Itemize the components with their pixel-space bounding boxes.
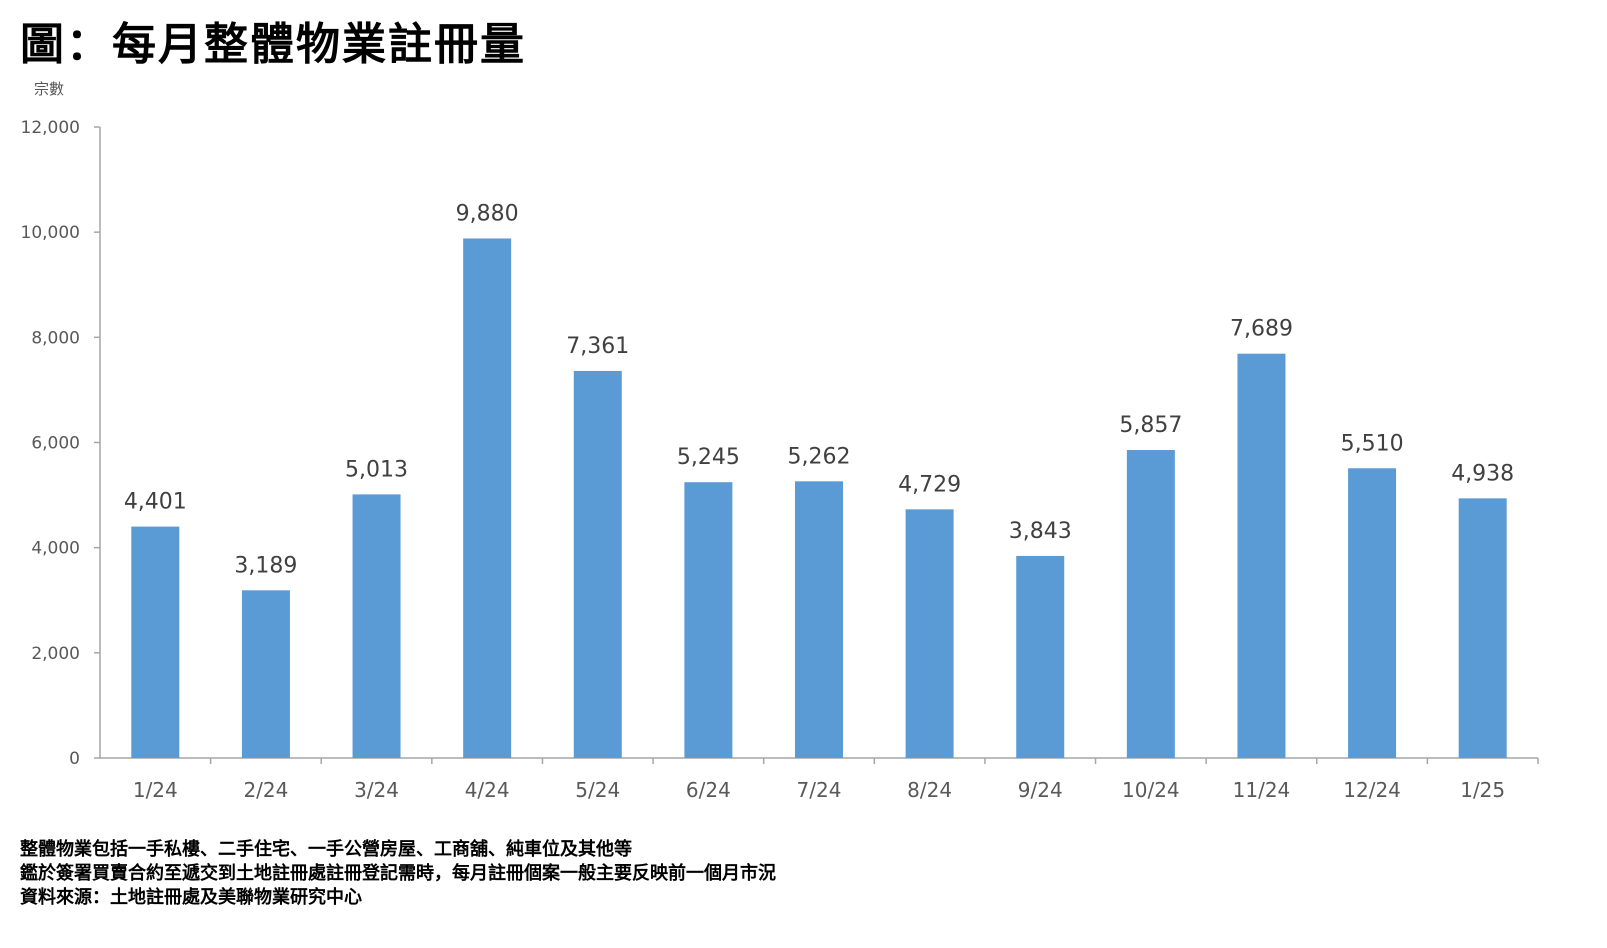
bar-value-label: 4,401	[124, 490, 187, 515]
bar	[905, 509, 954, 758]
x-tick-label: 7/24	[797, 778, 842, 802]
bar-value-label: 5,510	[1341, 431, 1404, 456]
bar-value-label: 3,843	[1009, 519, 1072, 544]
x-tick-label: 3/24	[354, 778, 399, 802]
bar	[1126, 450, 1175, 758]
bar-value-label: 4,729	[898, 472, 961, 497]
bar	[1458, 498, 1507, 758]
bar-value-label: 5,245	[677, 445, 740, 470]
y-tick-label: 2,000	[31, 644, 80, 664]
bar-value-label: 9,880	[456, 201, 519, 226]
bar-chart: 0 2,000 4,000 6,000 8,000 10,000 12,000 4,401 1/…	[21, 118, 1539, 802]
x-tick-label: 6/24	[686, 778, 731, 802]
bar	[1237, 353, 1286, 758]
bar	[463, 238, 512, 758]
bar	[573, 370, 622, 758]
y-tick-label: 12,000	[21, 118, 80, 138]
x-tick-label: 4/24	[465, 778, 510, 802]
x-tick-label: 9/24	[1018, 778, 1063, 802]
bar-value-label: 5,013	[345, 457, 408, 482]
bar-value-label: 5,857	[1119, 413, 1182, 438]
y-tick-label: 6,000	[31, 434, 80, 454]
y-tick-label: 0	[69, 749, 80, 769]
bar-value-label: 4,938	[1451, 461, 1514, 486]
y-tick-label: 8,000	[31, 328, 80, 348]
x-tick-label: 11/24	[1233, 778, 1291, 802]
x-tick-label: 1/24	[133, 778, 178, 802]
bar	[352, 494, 401, 758]
bar	[795, 481, 843, 758]
bar	[241, 590, 290, 758]
footnote-lag: 鑑於簽署買賣合約至遞交到土地註冊處註冊登記需時，每月註冊個案一般主要反映前一個月…	[20, 863, 776, 884]
x-tick-label: 2/24	[243, 778, 288, 802]
bar-value-label: 3,189	[234, 553, 297, 578]
bar-value-label: 7,361	[566, 334, 629, 359]
x-tick-label: 5/24	[575, 778, 620, 802]
footnote-scope: 整體物業包括一手私樓、二手住宅、一手公營房屋、工商舖、純車位及其他等	[20, 839, 632, 860]
y-tick-label: 4,000	[31, 539, 80, 559]
x-tick-label: 8/24	[907, 778, 952, 802]
y-tick-label: 10,000	[21, 223, 80, 243]
bar	[131, 526, 180, 758]
footnote-source: 資料來源：土地註冊處及美聯物業研究中心	[20, 887, 362, 908]
x-tick-label: 1/25	[1460, 778, 1505, 802]
x-tick-label: 10/24	[1122, 778, 1180, 802]
x-tick-label: 12/24	[1343, 778, 1401, 802]
y-axis-label: 宗數	[34, 80, 65, 98]
bar	[1348, 468, 1397, 758]
chart-title: 圖：每月整體物業註冊量	[20, 19, 526, 70]
bar-value-label: 7,689	[1230, 317, 1293, 342]
footnotes: 整體物業包括一手私樓、二手住宅、一手公營房屋、工商舖、純車位及其他等 鑑於簽署買…	[20, 838, 776, 910]
bar	[1016, 555, 1065, 758]
bar-value-label: 5,262	[788, 444, 851, 469]
bar	[684, 482, 733, 758]
